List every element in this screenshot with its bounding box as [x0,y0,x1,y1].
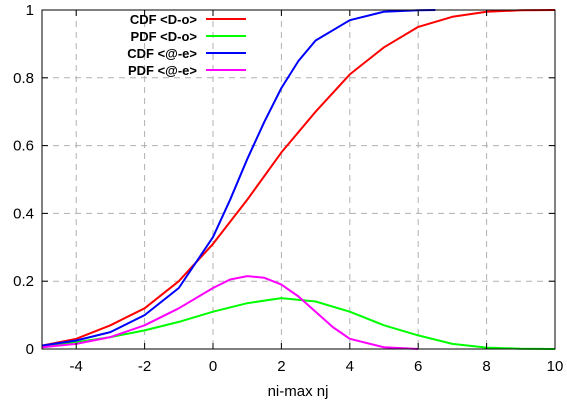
x-tick-label: 0 [209,358,217,375]
legend-label-0: CDF <D-o> [130,12,198,27]
y-tick-label: 0.6 [13,138,34,155]
x-tick-label: 10 [547,358,564,375]
series-line-2 [42,10,435,346]
y-tick-label: 0.2 [13,273,34,290]
series-line-1 [42,298,555,349]
series-lines [42,10,555,349]
y-tick-label: 1 [26,2,34,19]
legend-label-3: PDF <@-e> [128,63,197,78]
x-tick-label: -4 [70,358,83,375]
y-tick-label: 0.4 [13,205,34,222]
x-tick-label: 2 [277,358,285,375]
x-tick-label: 8 [482,358,490,375]
y-tick-label: 0 [26,341,34,358]
legend-label-2: CDF <@-e> [127,46,197,61]
y-tick-label: 0.8 [13,70,34,87]
x-tick-label: -2 [138,358,151,375]
legend-label-1: PDF <D-o> [131,29,198,44]
x-tick-label: 6 [414,358,422,375]
tick-labels: -4 -2 0 2 4 6 8 10 0 0.2 0.4 0.6 0.8 1 [13,2,563,375]
x-axis-label: ni-max nj [268,383,329,400]
x-tick-label: 4 [346,358,354,375]
